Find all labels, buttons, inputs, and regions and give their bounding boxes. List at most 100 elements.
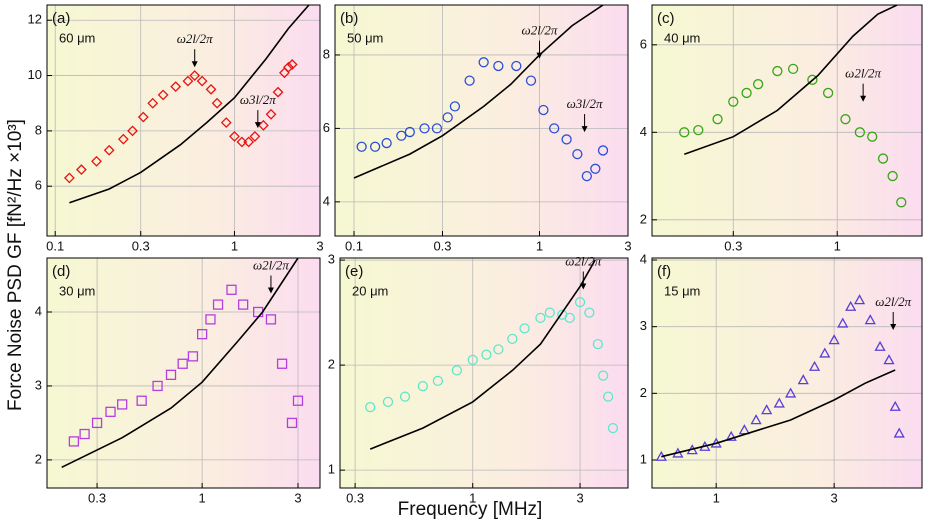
marker — [449, 101, 461, 112]
y-tick-label: 4 — [640, 251, 647, 266]
marker — [243, 136, 255, 148]
marker — [854, 127, 866, 138]
y-tick-label: 6 — [323, 120, 330, 135]
x-tick-label: 0.3 — [433, 238, 451, 253]
annotation: ω3l/2π — [567, 96, 603, 111]
marker — [607, 422, 619, 434]
marker — [572, 148, 583, 160]
marker — [584, 307, 595, 318]
plot-background — [47, 5, 320, 236]
arrow-head — [580, 283, 587, 290]
annotation: ω3l/2π — [240, 92, 276, 107]
marker — [68, 436, 80, 447]
x-tick-label: 3 — [576, 490, 583, 505]
data-area — [365, 259, 619, 450]
model-curve — [661, 369, 896, 458]
x-tick-label: 1 — [469, 490, 476, 505]
marker — [170, 81, 182, 93]
y-tick-label: 6 — [640, 36, 647, 51]
marker — [238, 299, 249, 310]
y-tick-label: 10 — [28, 67, 42, 82]
y-axis-label: Force Noise PSD GF [fN²/Hz ×10³] — [5, 119, 26, 411]
marker — [212, 299, 224, 310]
plot-frame — [651, 257, 923, 489]
marker — [750, 414, 762, 425]
marker — [396, 130, 407, 141]
marker — [867, 131, 878, 142]
marker — [493, 344, 504, 355]
marker — [883, 354, 895, 365]
marker — [451, 365, 463, 376]
marker — [893, 427, 905, 438]
annotation: ω2l/2π — [522, 23, 558, 38]
marker — [772, 65, 783, 77]
model-curve — [61, 258, 299, 469]
panel: 1 3 1 2 3 4 (f) 15 μm ω2l/2π — [640, 251, 923, 505]
plot-background — [47, 258, 320, 488]
marker — [63, 172, 75, 184]
panel: 0.1 0.3 1 3 6 8 10 12 (a) 60 μm ω2l/2π ω3l/2π — [28, 4, 324, 253]
marker — [182, 75, 194, 87]
marker — [265, 108, 277, 120]
panel: 0.3 1 3 2 3 4 (d) 30 μm ω2l/2π — [35, 257, 321, 505]
marker — [538, 104, 549, 116]
marker — [564, 312, 575, 324]
y-tick-label: 4 — [323, 193, 330, 208]
plot-background — [652, 258, 922, 488]
marker — [356, 141, 367, 152]
data-area — [655, 294, 905, 461]
marker — [511, 60, 522, 72]
marker — [431, 123, 443, 134]
marker — [467, 354, 478, 366]
marker — [137, 111, 149, 123]
marker — [464, 75, 475, 86]
y-tick-label: 4 — [35, 303, 42, 318]
annotation: ω2l/2π — [845, 66, 881, 81]
x-axis-label: Frequency [MHz] — [398, 499, 543, 520]
marker — [136, 395, 147, 406]
marker — [147, 97, 159, 109]
x-tick-label: 0.1 — [46, 238, 64, 253]
marker — [229, 130, 240, 142]
panel: 0.3 1 2 4 6 (c) 40 μm ω2l/2π — [640, 4, 923, 253]
x-tick-label: 1 — [231, 238, 238, 253]
marker — [189, 70, 201, 81]
model-curve — [684, 5, 898, 155]
marker — [249, 130, 261, 142]
x-tick-label: 0.3 — [88, 490, 106, 505]
marker — [177, 358, 188, 369]
model-curve — [69, 5, 310, 204]
y-tick-label: 8 — [35, 122, 42, 137]
marker — [581, 170, 592, 182]
marker — [535, 312, 546, 324]
plot-frame — [46, 257, 321, 489]
y-tick-label: 2 — [640, 385, 647, 400]
marker — [603, 391, 614, 402]
arrow-head — [581, 126, 588, 133]
annotation: ω2l/2π — [565, 253, 601, 268]
annotation: ω2l/2π — [177, 31, 213, 46]
panel-label: (c) — [657, 10, 675, 27]
arrow-head — [536, 52, 543, 59]
marker — [165, 369, 177, 380]
marker — [896, 197, 907, 208]
y-tick-label: 8 — [323, 46, 330, 61]
plot-frame — [339, 257, 629, 489]
y-tick-label: 3 — [328, 252, 335, 267]
y-tick-label: 3 — [640, 318, 647, 333]
marker — [819, 347, 831, 358]
marker — [404, 126, 415, 138]
marker — [211, 97, 223, 109]
marker — [828, 334, 840, 345]
marker — [598, 370, 609, 381]
marker — [874, 340, 886, 351]
panel: 0.1 0.3 1 3 4 6 8 (b) 50 μm ω2l/2π ω3l/2π — [323, 4, 632, 253]
y-tick-label: 1 — [640, 451, 647, 466]
marker — [286, 417, 298, 429]
plot-frame — [46, 4, 321, 237]
marker — [127, 125, 138, 137]
panel-label: (f) — [657, 263, 671, 280]
panel-label: (d) — [52, 263, 70, 280]
marker — [773, 397, 785, 408]
